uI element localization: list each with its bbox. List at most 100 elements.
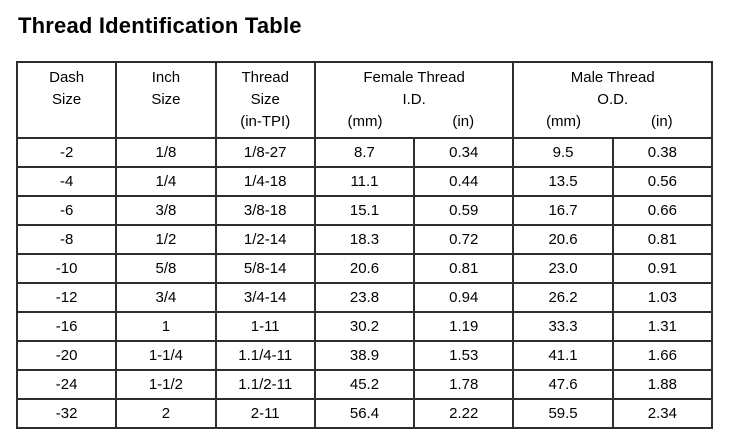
table-row: -16 1 1-11 30.2 1.19 33.3 1.31 [17,312,712,341]
table-cell: 1.19 [414,312,514,341]
table-cell: 0.59 [414,196,514,225]
table-cell: -24 [17,370,117,399]
table-cell: 1/8-27 [215,138,315,167]
table-cell: 1/2 [116,225,216,254]
col-header-inch-size-label: Inch Size [151,69,181,108]
table-cell: 0.44 [414,167,514,196]
table-cell: 1/4 [116,167,216,196]
table-cell: 9.5 [513,138,613,167]
table-body: -2 1/8 1/8-27 8.7 0.34 9.5 0.38 -4 1/4 1/4-18 11.1… [17,138,712,428]
table-cell: 1-1/4 [116,341,216,370]
table-cell: 1/2-14 [215,225,315,254]
table-cell: -20 [17,341,117,370]
table-cell: 0.94 [414,283,514,312]
table-row: -12 3/4 3/4-14 23.8 0.94 26.2 1.03 [17,283,712,312]
table-cell: 1-11 [215,312,315,341]
col-header-dash-size: Dash Size [17,62,117,138]
table-cell: 1/8 [116,138,216,167]
col-header-inch-size: Inch Size [116,62,216,138]
table-cell: 5/8 [116,254,216,283]
table-cell: 56.4 [314,399,415,428]
table-cell: 26.2 [513,283,613,312]
table-cell: -32 [17,399,117,428]
table-cell: 0.66 [612,196,712,225]
table-cell: 0.38 [612,138,712,167]
table-cell: 0.34 [414,138,514,167]
table-cell: 1 [116,312,216,341]
table-cell: 3/8-18 [215,196,315,225]
table-cell: 2 [116,399,216,428]
table-cell: 2.22 [414,399,514,428]
thread-identification-table: Dash Size Inch Size Thread Size (in-TPI)… [16,61,713,429]
table-row: -20 1-1/4 1.1/4-11 38.9 1.53 41.1 1.66 [17,341,712,370]
table-row: -8 1/2 1/2-14 18.3 0.72 20.6 0.81 [17,225,712,254]
table-cell: 30.2 [314,312,415,341]
header-row: Dash Size Inch Size Thread Size (in-TPI)… [17,62,712,138]
col-group-female-thread-id-title: Female Thread I.D. [363,69,465,108]
col-group-male-thread-od-title: Male Thread O.D. [570,69,655,108]
table-cell: 11.1 [314,167,415,196]
col-header-thread-size: Thread Size (in-TPI) [215,62,315,138]
table-cell: 16.7 [513,196,613,225]
col-header-dash-size-label: Dash Size [49,69,85,108]
table-cell: 23.8 [314,283,415,312]
table-cell: 8.7 [314,138,415,167]
table-cell: 59.5 [513,399,613,428]
table-cell: -16 [17,312,117,341]
table-cell: 0.72 [414,225,514,254]
table-cell: 23.0 [513,254,613,283]
table-header: Dash Size Inch Size Thread Size (in-TPI)… [17,62,712,138]
col-header-male-in: (in) [651,113,673,130]
table-cell: 3/4 [116,283,216,312]
col-group-female-thread-id: Female Thread I.D. (mm) (in) [314,62,514,138]
male-units-row: (mm) (in) [514,111,711,133]
col-group-male-thread-od: Male Thread O.D. (mm) (in) [513,62,712,138]
table-cell: 1.88 [612,370,712,399]
table-cell: 18.3 [314,225,415,254]
table-cell: 0.81 [612,225,712,254]
table-cell: 1/4-18 [215,167,315,196]
col-header-male-mm: (mm) [546,113,582,130]
table-cell: 3/4-14 [215,283,315,312]
table-row: -24 1-1/2 1.1/2-11 45.2 1.78 47.6 1.88 [17,370,712,399]
table-cell: 1.1/2-11 [215,370,315,399]
table-row: -2 1/8 1/8-27 8.7 0.34 9.5 0.38 [17,138,712,167]
table-cell: -4 [17,167,117,196]
table-cell: 2.34 [612,399,712,428]
table-cell: 1.78 [414,370,514,399]
table-cell: 15.1 [314,196,415,225]
table-cell: 33.3 [513,312,613,341]
table-cell: -2 [17,138,117,167]
table-cell: 45.2 [314,370,415,399]
col-header-thread-size-label: Thread Size (in-TPI) [240,69,291,130]
col-header-female-in: (in) [452,113,475,130]
table-cell: -6 [17,196,117,225]
table-cell: -12 [17,283,117,312]
table-cell: 1.66 [612,341,712,370]
table-row: -10 5/8 5/8-14 20.6 0.81 23.0 0.91 [17,254,712,283]
table-cell: 0.91 [612,254,712,283]
table-cell: 0.56 [612,167,712,196]
table-cell: 41.1 [513,341,613,370]
table-cell: 1.1/4-11 [215,341,315,370]
table-cell: 1-1/2 [116,370,216,399]
table-row: -6 3/8 3/8-18 15.1 0.59 16.7 0.66 [17,196,712,225]
table-cell: 13.5 [513,167,613,196]
table-cell: 2-11 [215,399,315,428]
table-cell: 0.81 [414,254,514,283]
table-cell: 20.6 [314,254,415,283]
table-cell: 47.6 [513,370,613,399]
table-cell: 38.9 [314,341,415,370]
table-cell: -8 [17,225,117,254]
table-row: -4 1/4 1/4-18 11.1 0.44 13.5 0.56 [17,167,712,196]
table-cell: 20.6 [513,225,613,254]
table-cell: -10 [17,254,117,283]
table-cell: 3/8 [116,196,216,225]
table-row: -32 2 2-11 56.4 2.22 59.5 2.34 [17,399,712,428]
page-title: Thread Identification Table [18,13,302,38]
table-cell: 1.53 [414,341,514,370]
female-units-row: (mm) (in) [316,111,513,133]
table-cell: 5/8-14 [215,254,315,283]
table-cell: 1.31 [612,312,712,341]
